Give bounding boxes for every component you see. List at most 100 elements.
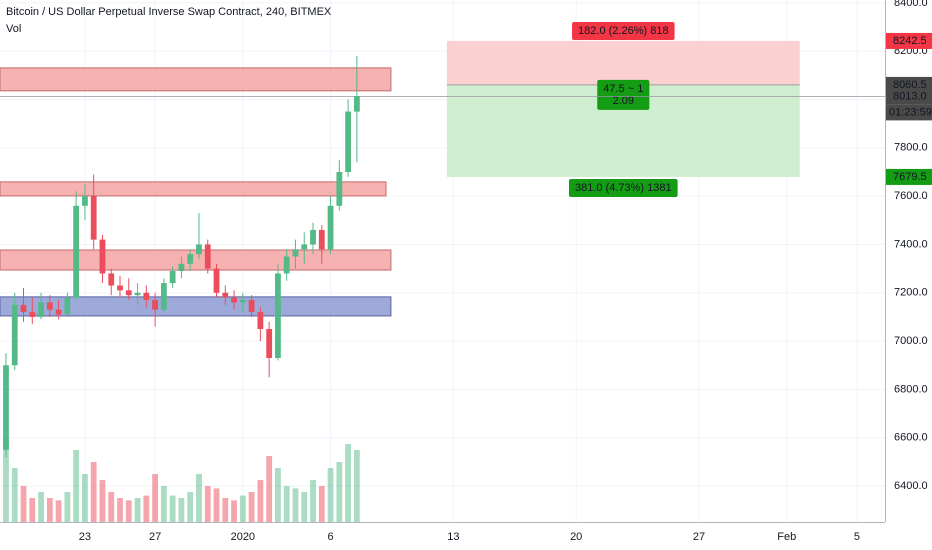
candle-body [20, 304, 27, 313]
x-tick-label: 23 [79, 531, 91, 543]
y-tick-label: 7200.0 [894, 287, 928, 299]
ratio-label-box [597, 79, 650, 110]
candle-body [99, 239, 106, 274]
candle-body [213, 268, 220, 293]
price-tag-label: 8060.5 [893, 79, 927, 91]
candle-body [29, 312, 36, 317]
volume-bar [301, 492, 308, 522]
volume-bar [134, 498, 141, 522]
volume-bar [283, 486, 290, 522]
stop-label-text: 182.0 (2.26%) 818 [578, 25, 669, 37]
target-label-text: 381.0 (4.73%) 1381 [575, 182, 672, 194]
zone [0, 296, 392, 317]
countdown: 01:23:59 [889, 106, 932, 118]
candle-body [3, 365, 9, 450]
volume-bar [353, 450, 360, 522]
ratio-label: 47.5 ~ 12.09 [597, 79, 650, 110]
volume-bar [336, 462, 343, 522]
candle-body [125, 290, 132, 296]
volume-bar [108, 492, 115, 522]
candle-body [239, 300, 246, 303]
candle-body [152, 300, 158, 310]
x-tick-label: 6 [327, 531, 333, 543]
volume-bar [196, 474, 202, 522]
countdown-tag [886, 104, 932, 121]
zone [0, 67, 392, 92]
candle-body [318, 229, 325, 250]
target-label-box [568, 178, 678, 197]
y-tick-label: 7600.0 [894, 190, 928, 202]
volume-bar [160, 486, 167, 522]
candle-body [301, 244, 308, 250]
volume-bar [266, 456, 273, 522]
target-label: 381.0 (4.73%) 1381 [568, 178, 678, 197]
candle-body [169, 271, 176, 284]
candle-body [64, 297, 71, 315]
volume-bar [38, 492, 44, 522]
volume-bar [213, 488, 220, 522]
volume-bar [169, 495, 176, 522]
volume-bar [46, 498, 53, 522]
volume-label: Vol [6, 23, 21, 35]
volume-bar [29, 498, 36, 522]
volume-bar [327, 468, 334, 522]
volume-bar [82, 474, 88, 522]
candle-body [196, 244, 202, 255]
candle-body [82, 196, 88, 206]
y-tick-label: 7000.0 [894, 335, 928, 347]
candle-body [55, 309, 62, 315]
price-tag [886, 168, 932, 185]
stop-zone [446, 40, 800, 85]
volume-bar [248, 492, 255, 522]
price-tag-label: 8013.0 [893, 90, 927, 102]
candle-body [257, 312, 264, 329]
y-tick-label: 8400.0 [894, 0, 928, 9]
y-tick-label: 6400.0 [894, 480, 928, 492]
volume-bar [318, 486, 325, 522]
candle-body [204, 244, 211, 269]
candle-body [160, 283, 167, 310]
candle-body [327, 205, 334, 250]
candle-body [283, 256, 290, 274]
zone [0, 181, 387, 197]
candle-body [90, 196, 97, 240]
volume-bar [143, 495, 150, 522]
candle-body [353, 96, 360, 112]
candle-body [231, 297, 237, 303]
candle-body [11, 304, 18, 366]
candle-body [310, 229, 316, 245]
candle-body [275, 273, 281, 358]
volume-bar [204, 486, 211, 522]
price-tag [886, 32, 932, 49]
candle-body [108, 273, 115, 286]
x-tick-label: 20 [570, 531, 582, 543]
y-tick-label: 6800.0 [894, 383, 928, 395]
stop-label: 182.0 (2.26%) 818 [572, 21, 675, 40]
candle-body [266, 328, 273, 358]
volume-bar [275, 468, 281, 522]
volume-bar [257, 480, 264, 522]
zone [0, 249, 392, 271]
candle-body [73, 205, 80, 298]
x-tick-label: 27 [149, 531, 161, 543]
volume-bar [3, 438, 9, 522]
candle-body [345, 111, 351, 172]
volume-bar [292, 488, 299, 522]
volume-bar [99, 480, 106, 522]
candle-body [178, 263, 185, 272]
stop-label-box [572, 21, 675, 40]
x-tick-label: 13 [447, 531, 459, 543]
volume-bar [20, 486, 27, 522]
x-tick-label: 5 [854, 531, 860, 543]
volume-bar [239, 495, 246, 522]
volume-bar [11, 468, 18, 522]
volume-bar [55, 500, 62, 522]
ratio-label-text: 2.09 [613, 95, 634, 107]
candle-body [143, 292, 150, 301]
volume-bar [345, 444, 351, 522]
candle-body [134, 292, 141, 296]
volume-bar [310, 480, 316, 522]
candle-body [292, 249, 299, 257]
candle-body [336, 171, 343, 206]
